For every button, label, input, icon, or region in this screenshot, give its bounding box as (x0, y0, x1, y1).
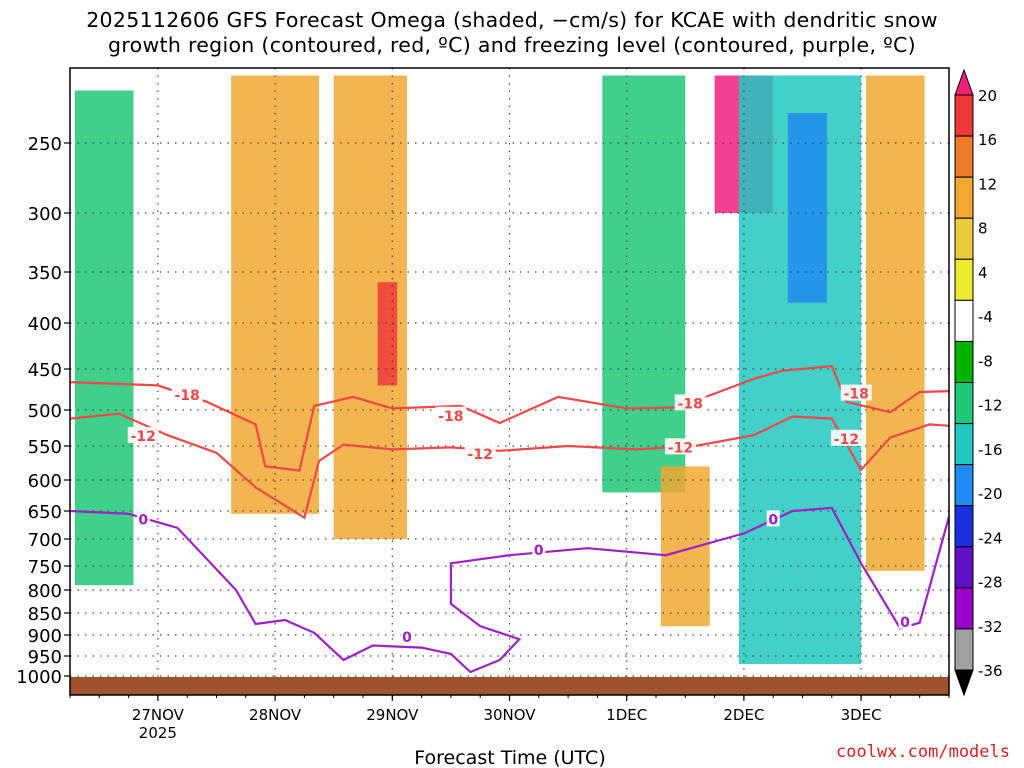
colorbar-label: 16 (978, 131, 997, 149)
omega-29nov-max (377, 282, 398, 386)
contour-label-bg (435, 406, 467, 423)
contour-label: -18 (438, 409, 463, 425)
contour-dendritic--12 (70, 412, 949, 520)
omega-1dec-lower-upward (660, 466, 710, 627)
contour-label: 0 (768, 512, 778, 528)
y-tick-label: 300 (28, 204, 62, 225)
colorbar-max-arrow (954, 68, 974, 96)
contour-label-bg (532, 540, 546, 557)
colorbar-band (954, 423, 974, 466)
contour-label: -12 (834, 432, 859, 448)
chart-title-line2: growth region (contoured, red, ºC) and f… (108, 33, 916, 57)
contour-label-bg (136, 510, 150, 527)
omega-2dec-downward-strong (787, 113, 827, 303)
y-tick-label: 750 (28, 557, 62, 578)
colorbar-min-arrow (954, 669, 974, 697)
contour-label-bg (766, 510, 780, 527)
colorbar-label: 8 (978, 220, 988, 238)
omega-early-upward-green (74, 90, 134, 586)
colorbar-label: -36 (978, 662, 1003, 680)
contour-label: -18 (678, 396, 703, 412)
colorbar-band (954, 299, 974, 342)
colorbar-label: -32 (978, 618, 1003, 636)
contour-label-bg (664, 438, 696, 455)
colorbar-band (954, 340, 974, 383)
colorbar-band (954, 135, 974, 178)
contour-freezing-0 (70, 506, 949, 674)
contour-label-bg (830, 429, 862, 446)
colorbar-band (954, 505, 974, 548)
contour-label: 0 (138, 512, 148, 528)
contour-label: -12 (468, 447, 493, 463)
y-tick-label: 500 (28, 401, 62, 422)
x-axis-label: Forecast Time (UTC) (414, 747, 605, 768)
y-tick-label: 850 (28, 604, 62, 625)
colorbar-band (954, 217, 974, 260)
colorbar-band (954, 382, 974, 425)
colorbar-label: -28 (978, 574, 1003, 592)
y-tick-label: 700 (28, 530, 62, 551)
colorbar-label: -8 (978, 352, 993, 370)
colorbar-band (954, 94, 974, 137)
x-tick-label: 1DEC (606, 706, 647, 724)
contour-label-bg (127, 426, 159, 443)
x-tick-label: 28NOV (249, 706, 302, 724)
y-tick-label: 950 (28, 647, 62, 668)
y-tick-label: 650 (28, 502, 62, 523)
contour-label: -18 (844, 387, 869, 403)
colorbar-label: -16 (978, 441, 1003, 459)
colorbar-label: 4 (978, 264, 988, 282)
y-tick-label: 550 (28, 437, 62, 458)
omega-28nov-upward-band (231, 75, 320, 514)
chart-title-line1: 2025112606 GFS Forecast Omega (shaded, −… (86, 8, 938, 32)
y-tick-label: 450 (28, 360, 62, 381)
contour-label-bg (674, 394, 706, 411)
y-tick-label: 800 (28, 581, 62, 602)
contour-label-bg (400, 628, 414, 645)
colorbar-band (954, 587, 974, 630)
x-tick-label: 2DEC (723, 706, 764, 724)
x-tick-label: 27NOV (132, 706, 185, 724)
contour-label-bg (171, 386, 203, 403)
colorbar-label: 20 (978, 87, 997, 105)
contour-label: -12 (668, 440, 693, 456)
x-tick-label: 29NOV (366, 706, 419, 724)
colorbar-band (954, 176, 974, 219)
contour-label-bg (464, 445, 496, 462)
contour-label-bg (840, 384, 872, 401)
y-tick-label: 600 (28, 471, 62, 492)
y-tick-label: 900 (28, 626, 62, 647)
x-tick-label: 3DEC (841, 706, 882, 724)
contour-label: 0 (900, 615, 910, 631)
x-tick-label: 30NOV (483, 706, 536, 724)
contour-label: 0 (402, 630, 412, 646)
y-tick-label: 400 (28, 314, 62, 335)
colorbar-label: -20 (978, 485, 1003, 503)
colorbar-band (954, 546, 974, 589)
omega-1dec-downward-column (602, 75, 686, 493)
colorbar-band (954, 628, 974, 671)
watermark-link[interactable]: coolwx.com/models (836, 742, 1010, 762)
contour-label: -12 (131, 429, 156, 445)
y-tick-label: 350 (28, 263, 62, 284)
contour-label: -18 (175, 388, 200, 404)
colorbar-label: 12 (978, 175, 997, 193)
colorbar-label: -12 (978, 397, 1003, 415)
colorbar-band (954, 464, 974, 507)
terrain-ground (70, 677, 949, 695)
contour-label: 0 (534, 543, 544, 559)
colorbar-band (954, 258, 974, 301)
contour-label-bg (898, 612, 912, 629)
colorbar-label: -24 (978, 529, 1003, 547)
colorbar-label: -4 (978, 308, 993, 326)
y-tick-label: 1000 (16, 667, 62, 688)
contour-dendritic--18 (70, 365, 949, 472)
y-tick-label: 250 (28, 134, 62, 155)
x-tick-sublabel: 2025 (139, 724, 177, 742)
